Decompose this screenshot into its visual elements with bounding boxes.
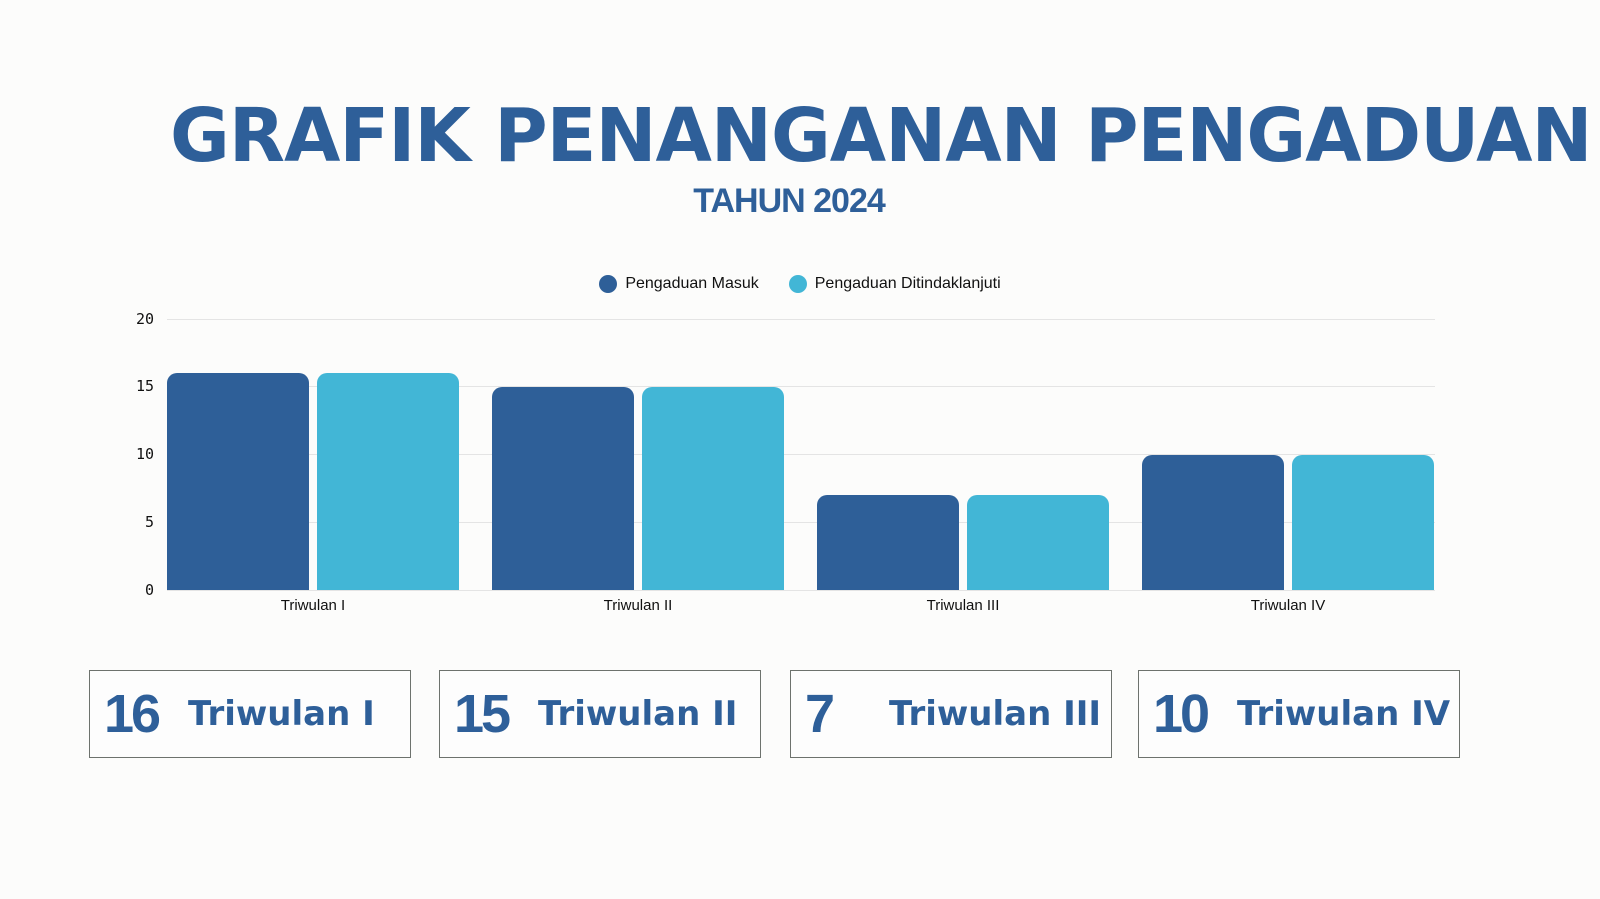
bar-ditindaklanjuti (317, 373, 459, 590)
x-tick-label: Triwulan II (603, 597, 673, 614)
card-label: Triwulan II (538, 694, 738, 734)
x-tick-label: Triwulan III (926, 597, 1000, 614)
summary-card-triwulan-2: 15 Triwulan II (439, 670, 761, 758)
chart-legend: Pengaduan Masuk Pengaduan Ditindaklanjut… (0, 275, 1600, 293)
bar-chart: 20 15 10 5 0 Triwulan I Triwulan II Triw… (135, 310, 1435, 614)
summary-cards: 16 Triwulan I 15 Triwulan II 7 Triwulan … (0, 670, 1600, 760)
bar-ditindaklanjuti (967, 495, 1109, 590)
y-tick-label: 5 (144, 513, 154, 531)
grid-line (167, 386, 1435, 387)
x-tick-label: Triwulan I (280, 597, 346, 614)
card-label: Triwulan III (889, 694, 1102, 734)
y-tick-label: 0 (144, 581, 154, 599)
grid-line (167, 319, 1435, 320)
legend-item-ditindaklanjuti: Pengaduan Ditindaklanjuti (788, 275, 1001, 293)
bar-masuk (492, 386, 634, 590)
x-tick-label: Triwulan IV (1250, 597, 1326, 614)
y-tick-label: 10 (135, 445, 154, 463)
summary-card-triwulan-4: 10 Triwulan IV (1138, 670, 1460, 758)
legend-label: Pengaduan Masuk (625, 275, 759, 292)
y-tick-label: 15 (135, 377, 154, 395)
legend-dot-icon (788, 275, 807, 293)
grid-line (167, 522, 1435, 523)
bar-ditindaklanjuti (642, 386, 784, 590)
y-tick-label: 20 (135, 310, 154, 328)
card-value: 16 (104, 684, 161, 744)
legend-label: Pengaduan Ditindaklanjuti (814, 275, 1001, 292)
bar-masuk (817, 495, 959, 590)
grid-line (167, 454, 1435, 455)
page-title: GRAFIK PENANGANAN PENGADUAN (170, 93, 1593, 179)
bar-ditindaklanjuti (1292, 454, 1434, 590)
card-label: Triwulan I (188, 694, 375, 734)
card-value: 15 (454, 684, 511, 744)
card-value: 10 (1153, 684, 1210, 744)
x-axis-line (167, 590, 1435, 591)
bar-masuk (167, 373, 309, 590)
card-label: Triwulan IV (1237, 694, 1451, 734)
summary-card-triwulan-3: 7 Triwulan III (790, 670, 1112, 758)
bar-masuk (1142, 454, 1284, 590)
summary-card-triwulan-1: 16 Triwulan I (89, 670, 411, 758)
legend-dot-icon (599, 275, 618, 293)
page-subtitle: TAHUN 2024 (693, 182, 886, 220)
legend-item-masuk: Pengaduan Masuk (599, 275, 759, 293)
card-value: 7 (805, 684, 835, 744)
